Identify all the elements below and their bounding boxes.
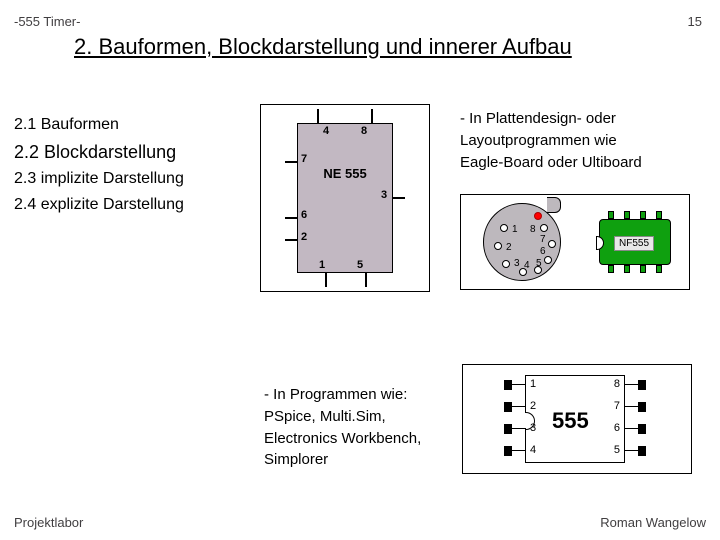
pin-3: 3: [381, 189, 387, 201]
pin-4: 4: [323, 125, 329, 137]
round-num-5: 5: [536, 258, 542, 269]
lead-7: [285, 161, 297, 163]
wnum-7: 7: [614, 400, 620, 412]
round-num-8: 8: [530, 224, 536, 235]
gpin-b2: [624, 265, 630, 273]
rt-line2: Layoutprogrammen wie: [460, 130, 642, 152]
rt-line1: - In Plattendesign- oder: [460, 108, 642, 130]
dip-green-package: NF555: [599, 219, 671, 265]
lead-2: [285, 239, 297, 241]
round-package: 1 2 3 4 5 6 7 8: [483, 203, 561, 281]
page-number: 15: [688, 14, 702, 29]
wnum-6: 6: [614, 422, 620, 434]
round-tab: [547, 197, 561, 213]
pin-5: 5: [357, 259, 363, 271]
package-layouts: 1 2 3 4 5 6 7 8 NF555: [460, 194, 690, 290]
round-num-6: 6: [540, 246, 546, 257]
wnum-4: 4: [530, 444, 536, 456]
bar-7: [638, 402, 646, 412]
rt-line3: Eagle-Board oder Ultiboard: [460, 152, 642, 174]
lead-3: [393, 197, 405, 199]
bar-2: [504, 402, 512, 412]
gpin-b1: [608, 265, 614, 273]
bar-5: [638, 446, 646, 456]
lead-8: [371, 109, 373, 123]
round-num-1: 1: [512, 224, 518, 235]
wnum-8: 8: [614, 378, 620, 390]
bar-8: [638, 380, 646, 390]
pin-7: 7: [301, 153, 307, 165]
dip-green-notch: [596, 236, 604, 250]
gpin-t1: [608, 211, 614, 219]
bt-line3: Electronics Workbench,: [264, 428, 421, 450]
pin-1: 1: [319, 259, 325, 271]
pin-2: 2: [301, 231, 307, 243]
round-pin-2: [494, 242, 502, 250]
bar-6: [638, 424, 646, 434]
round-pin-1: [500, 224, 508, 232]
toc-item-1: 2.1 Bauformen: [14, 112, 184, 138]
pin-6: 6: [301, 209, 307, 221]
lead-4: [317, 109, 319, 123]
round-pin-3: [502, 260, 510, 268]
bar-1: [504, 380, 512, 390]
ne555-label: NE 555: [298, 166, 392, 181]
lead-6: [285, 217, 297, 219]
wnum-5: 5: [614, 444, 620, 456]
bar-4: [504, 446, 512, 456]
wnum-2: 2: [530, 400, 536, 412]
table-of-contents: 2.1 Bauformen 2.2 Blockdarstellung 2.3 i…: [14, 112, 184, 218]
bt-line1: - In Programmen wie:: [264, 384, 421, 406]
page-title: 2. Bauformen, Blockdarstellung und inner…: [74, 34, 572, 60]
gpin-t4: [656, 211, 662, 219]
dip-green-label: NF555: [614, 236, 654, 251]
gpin-t3: [640, 211, 646, 219]
toc-item-2: 2.2 Blockdarstellung: [14, 138, 184, 167]
round-num-4: 4: [524, 260, 530, 271]
gpin-t2: [624, 211, 630, 219]
wnum-1: 1: [530, 378, 536, 390]
lead-5: [365, 273, 367, 287]
round-pin-8: [540, 224, 548, 232]
round-num-2: 2: [506, 242, 512, 253]
bar-3: [504, 424, 512, 434]
header-left: -555 Timer-: [14, 14, 80, 29]
round-pin-7: [548, 240, 556, 248]
dip-555-symbol: 555 1 2 3 4 8 7 6 5: [462, 364, 692, 474]
layout-programs-text: - In Plattendesign- oder Layoutprogramme…: [460, 108, 642, 173]
bt-line4: Simplorer: [264, 449, 421, 471]
toc-item-4: 2.4 explizite Darstellung: [14, 192, 184, 218]
round-pin-6: [544, 256, 552, 264]
round-num-3: 3: [514, 258, 520, 269]
gpin-b4: [656, 265, 662, 273]
wnum-3: 3: [530, 422, 536, 434]
toc-item-3: 2.3 implizite Darstellung: [14, 166, 184, 192]
round-num-7: 7: [540, 234, 546, 245]
dip-white-label: 555: [552, 408, 589, 434]
round-mark: [534, 212, 542, 220]
ne555-body: NE 555: [297, 123, 393, 273]
pin-8: 8: [361, 125, 367, 137]
dip-white-body: 555 1 2 3 4 8 7 6 5: [525, 375, 625, 463]
sim-programs-text: - In Programmen wie: PSpice, Multi.Sim, …: [264, 384, 421, 471]
footer-left: Projektlabor: [14, 515, 83, 530]
footer-right: Roman Wangelow: [600, 515, 706, 530]
ne555-block-diagram: NE 555 4 8 7 6 2 3 1 5: [260, 104, 430, 292]
gpin-b3: [640, 265, 646, 273]
bt-line2: PSpice, Multi.Sim,: [264, 406, 421, 428]
lead-1: [325, 273, 327, 287]
